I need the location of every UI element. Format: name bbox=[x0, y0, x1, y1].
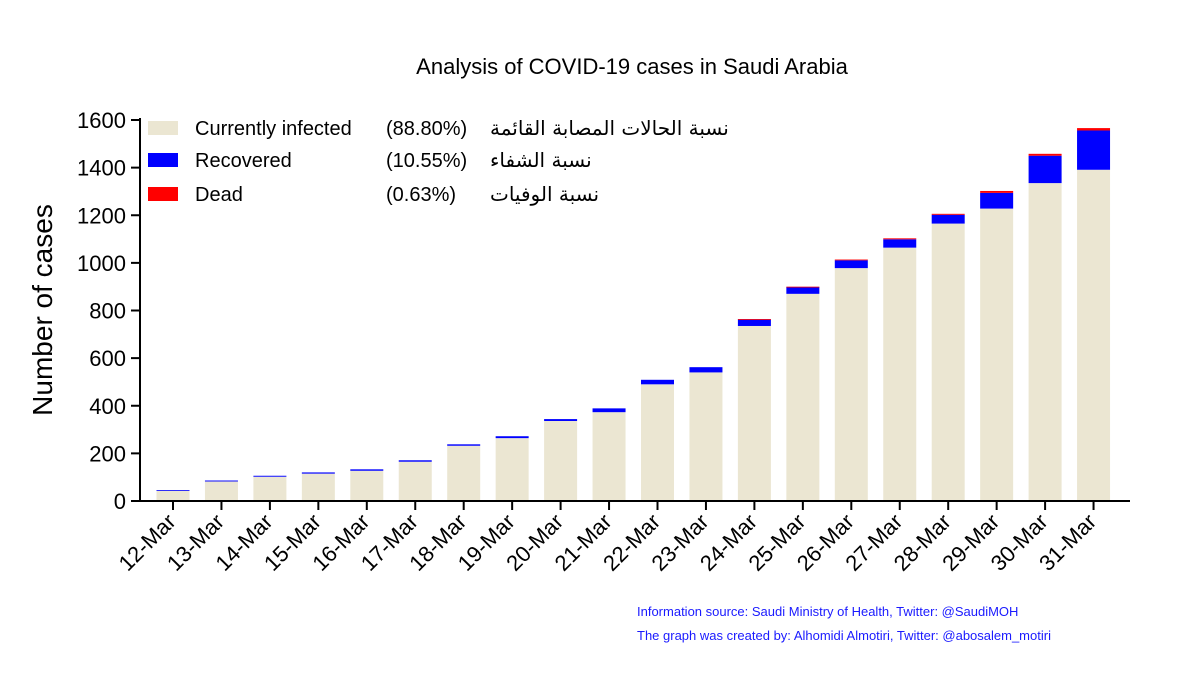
legend: Currently infected (88.80%) نسبة الحالات ا… bbox=[148, 116, 729, 206]
bar-currently-infected-20-Mar bbox=[544, 420, 578, 501]
legend-label-recovered: Recovered bbox=[195, 150, 292, 172]
bar-recovered-19-Mar bbox=[495, 436, 529, 439]
bar-currently-infected-25-Mar bbox=[786, 293, 820, 501]
bar-recovered-29-Mar bbox=[980, 192, 1014, 209]
y-tick-label-600: 600 bbox=[89, 346, 126, 371]
bar-currently-infected-28-Mar bbox=[931, 223, 965, 501]
bar-currently-infected-18-Mar bbox=[447, 445, 481, 501]
y-tick-label-0: 0 bbox=[114, 489, 126, 514]
credit-author: The graph was created by: Alhomidi Almot… bbox=[637, 628, 1051, 643]
bar-currently-infected-21-Mar bbox=[592, 412, 626, 501]
bar-dead-27-Mar bbox=[883, 238, 917, 240]
bar-recovered-24-Mar bbox=[737, 319, 771, 326]
bar-dead-29-Mar bbox=[980, 190, 1014, 193]
y-tick-label-1000: 1000 bbox=[77, 251, 126, 276]
y-tick-label-1600: 1600 bbox=[77, 108, 126, 133]
bar-recovered-20-Mar bbox=[544, 419, 578, 421]
bar-recovered-13-Mar bbox=[204, 480, 238, 482]
axes-group: 0200400600800100012001400160012-Mar13-Ma… bbox=[77, 108, 1130, 576]
credit-source: Information source: Saudi Ministry of He… bbox=[637, 604, 1019, 619]
bar-recovered-26-Mar bbox=[834, 260, 868, 269]
bar-recovered-25-Mar bbox=[786, 286, 820, 294]
bar-recovered-23-Mar bbox=[689, 367, 723, 373]
bar-recovered-22-Mar bbox=[641, 379, 674, 385]
bar-dead-28-Mar bbox=[931, 213, 965, 215]
legend-label-dead: Dead bbox=[195, 184, 243, 206]
bar-recovered-27-Mar bbox=[883, 239, 917, 248]
bar-dead-25-Mar bbox=[786, 286, 820, 288]
bar-currently-infected-26-Mar bbox=[834, 268, 868, 501]
bar-currently-infected-27-Mar bbox=[883, 247, 917, 501]
bar-recovered-21-Mar bbox=[592, 408, 626, 413]
bar-currently-infected-17-Mar bbox=[398, 461, 432, 501]
y-tick-label-800: 800 bbox=[89, 299, 126, 324]
y-axis-label: Number of cases bbox=[27, 204, 58, 416]
bar-recovered-31-Mar bbox=[1077, 130, 1111, 170]
bar-currently-infected-16-Mar bbox=[350, 470, 384, 501]
bar-dead-24-Mar bbox=[737, 319, 771, 320]
bar-currently-infected-24-Mar bbox=[737, 325, 771, 501]
bar-currently-infected-30-Mar bbox=[1028, 183, 1062, 501]
bar-recovered-17-Mar bbox=[398, 460, 432, 462]
legend-swatch-currently-infected bbox=[148, 121, 178, 135]
bar-currently-infected-13-Mar bbox=[204, 481, 238, 501]
legend-swatch-dead bbox=[148, 187, 178, 201]
bar-recovered-18-Mar bbox=[447, 444, 481, 446]
bar-dead-31-Mar bbox=[1077, 128, 1111, 131]
bar-recovered-28-Mar bbox=[931, 214, 965, 224]
bar-dead-26-Mar bbox=[834, 259, 868, 261]
bars-group bbox=[156, 128, 1111, 501]
legend-arabic-currently-infected: نسبة الحالات المصابة القائمة bbox=[490, 116, 729, 140]
y-tick-label-400: 400 bbox=[89, 394, 126, 419]
legend-arabic-recovered: نسبة الشفاء bbox=[490, 148, 592, 172]
y-tick-label-1400: 1400 bbox=[77, 156, 126, 181]
legend-swatch-recovered bbox=[148, 153, 178, 167]
bar-currently-infected-23-Mar bbox=[689, 372, 723, 501]
legend-percent-dead: (0.63%) bbox=[386, 184, 456, 206]
bar-dead-30-Mar bbox=[1028, 153, 1062, 156]
legend-percent-recovered: (10.55%) bbox=[386, 150, 467, 172]
y-tick-label-1200: 1200 bbox=[77, 203, 126, 228]
bar-currently-infected-15-Mar bbox=[301, 473, 335, 501]
bar-currently-infected-29-Mar bbox=[980, 208, 1014, 501]
bar-currently-infected-12-Mar bbox=[156, 490, 190, 501]
bar-currently-infected-14-Mar bbox=[253, 476, 287, 501]
bar-recovered-30-Mar bbox=[1028, 155, 1062, 184]
chart-title: Analysis of COVID-19 cases in Saudi Arab… bbox=[416, 54, 848, 79]
bar-recovered-15-Mar bbox=[301, 472, 335, 474]
legend-arabic-dead: نسبة الوفيات bbox=[490, 182, 599, 206]
bar-currently-infected-31-Mar bbox=[1077, 169, 1111, 501]
bar-currently-infected-19-Mar bbox=[495, 438, 529, 501]
bar-recovered-16-Mar bbox=[350, 469, 384, 471]
legend-percent-currently-infected: (88.80%) bbox=[386, 118, 467, 140]
bar-recovered-14-Mar bbox=[253, 475, 287, 477]
bar-currently-infected-22-Mar bbox=[641, 384, 674, 501]
legend-label-currently-infected: Currently infected bbox=[195, 118, 352, 140]
bar-recovered-12-Mar bbox=[156, 490, 190, 491]
y-tick-label-200: 200 bbox=[89, 441, 126, 466]
